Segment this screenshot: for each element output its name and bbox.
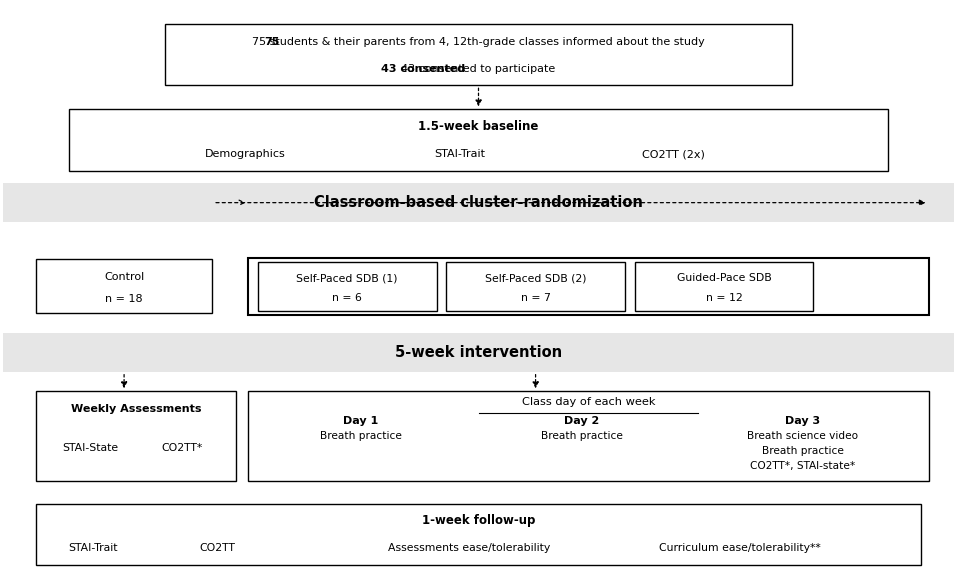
- Bar: [3, 333, 954, 372]
- Text: Classroom-based cluster-randomization: Classroom-based cluster-randomization: [314, 195, 643, 210]
- Text: Demographics: Demographics: [205, 149, 286, 159]
- Bar: [3, 183, 954, 222]
- Text: 43 consented to participate: 43 consented to participate: [401, 64, 556, 74]
- Text: Guided-Pace SDB: Guided-Pace SDB: [677, 273, 771, 283]
- Text: n = 7: n = 7: [521, 293, 550, 303]
- Text: n = 6: n = 6: [332, 293, 362, 303]
- Text: 1-week follow-up: 1-week follow-up: [422, 514, 535, 527]
- Bar: [634, 262, 813, 312]
- Text: Day 1: Day 1: [343, 416, 378, 426]
- Bar: [69, 109, 888, 171]
- Bar: [36, 391, 235, 481]
- Text: Self-Paced SDB (2): Self-Paced SDB (2): [485, 273, 587, 283]
- Text: Breath practice: Breath practice: [762, 446, 844, 456]
- Text: Day 3: Day 3: [785, 416, 820, 426]
- Text: 43 consented: 43 consented: [381, 64, 465, 74]
- Bar: [36, 504, 921, 565]
- Text: CO2TT*: CO2TT*: [162, 443, 203, 453]
- Text: CO2TT*, STAI-state*: CO2TT*, STAI-state*: [750, 461, 856, 471]
- Bar: [36, 259, 212, 313]
- Text: STAI-State: STAI-State: [62, 443, 118, 453]
- Text: 75 students & their parents from 4, 12th-grade classes informed about the study: 75 students & their parents from 4, 12th…: [252, 37, 705, 47]
- Text: STAI-Trait: STAI-Trait: [68, 543, 118, 553]
- Bar: [446, 262, 625, 312]
- Bar: [248, 391, 928, 481]
- Text: STAI-Trait: STAI-Trait: [434, 149, 485, 159]
- Text: Class day of each week: Class day of each week: [522, 397, 656, 407]
- Text: CO2TT (2x): CO2TT (2x): [642, 149, 705, 159]
- Bar: [248, 258, 928, 315]
- Text: Curriculum ease/tolerability**: Curriculum ease/tolerability**: [659, 543, 821, 553]
- Text: Self-Paced SDB (1): Self-Paced SDB (1): [297, 273, 398, 283]
- Text: Breath practice: Breath practice: [541, 431, 622, 441]
- Bar: [165, 24, 792, 85]
- Text: Breath practice: Breath practice: [320, 431, 401, 441]
- Text: Assessments ease/tolerability: Assessments ease/tolerability: [388, 543, 550, 553]
- Text: 5-week intervention: 5-week intervention: [395, 345, 562, 360]
- Text: Control: Control: [104, 272, 145, 282]
- Bar: [257, 262, 436, 312]
- Text: Weekly Assessments: Weekly Assessments: [71, 404, 201, 414]
- Text: n = 12: n = 12: [705, 293, 743, 303]
- Text: Day 2: Day 2: [564, 416, 599, 426]
- Text: CO2TT: CO2TT: [199, 543, 234, 553]
- Text: 1.5-week baseline: 1.5-week baseline: [418, 120, 539, 133]
- Text: 75: 75: [264, 37, 279, 47]
- Text: n = 18: n = 18: [105, 293, 143, 304]
- Text: Breath science video: Breath science video: [747, 431, 858, 441]
